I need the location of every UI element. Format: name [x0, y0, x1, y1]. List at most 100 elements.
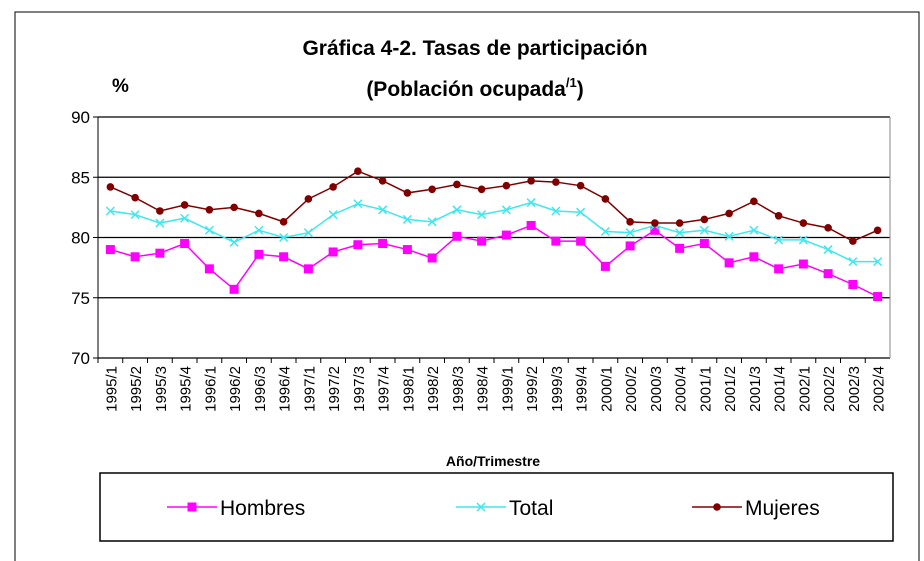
data-point — [749, 225, 759, 235]
data-point — [378, 205, 388, 215]
data-point — [626, 218, 634, 226]
y-tick-label: 80 — [71, 229, 90, 248]
x-tick-label: 1995/4 — [178, 366, 195, 412]
data-point — [527, 177, 535, 185]
x-tick-label: 1999/1 — [499, 366, 516, 412]
data-point — [452, 205, 462, 215]
y-tick-label: 75 — [71, 289, 90, 308]
data-point — [427, 217, 437, 227]
data-point — [600, 261, 610, 271]
legend-marker — [476, 502, 486, 512]
data-point — [402, 214, 412, 224]
data-point — [799, 219, 808, 227]
data-point — [328, 247, 338, 257]
data-point — [155, 248, 165, 258]
data-point — [526, 220, 536, 230]
x-tick-label: 2001/4 — [772, 366, 789, 412]
data-point — [798, 235, 808, 245]
x-tick-label: 1997/3 — [351, 366, 368, 412]
data-point — [625, 241, 635, 251]
data-point — [106, 183, 115, 191]
data-point — [651, 219, 659, 227]
x-tick-label: 1996/3 — [252, 366, 269, 412]
x-tick-label: 1998/2 — [425, 366, 442, 412]
data-point — [749, 252, 759, 262]
series-line — [110, 224, 878, 298]
x-tick-label: 1995/2 — [128, 366, 145, 412]
data-point — [204, 225, 214, 235]
data-point — [552, 178, 560, 186]
data-point — [180, 213, 190, 223]
x-tick-label: 1998/1 — [400, 366, 417, 412]
data-point — [823, 269, 833, 279]
data-point — [725, 209, 733, 218]
data-point — [849, 237, 857, 245]
data-point — [724, 258, 734, 268]
data-point — [699, 239, 709, 249]
data-point — [156, 207, 164, 215]
subtitle-end: ) — [577, 78, 584, 101]
data-point — [526, 198, 536, 208]
data-point — [303, 228, 313, 238]
data-point — [675, 243, 685, 253]
data-point — [130, 252, 140, 262]
subtitle-main: (Población ocupada — [366, 78, 566, 101]
data-point — [848, 279, 858, 289]
x-tick-label: 2002/4 — [871, 366, 888, 412]
data-point — [131, 193, 139, 202]
data-point — [576, 236, 586, 246]
data-point — [700, 215, 709, 224]
x-tick-label: 2002/2 — [821, 366, 838, 412]
series-line — [110, 170, 878, 242]
data-point — [255, 209, 263, 218]
x-tick-label: 1996/4 — [277, 366, 294, 412]
data-point — [501, 230, 511, 240]
data-point — [551, 236, 561, 246]
data-point — [180, 201, 189, 209]
x-tick-label: 2001/2 — [722, 366, 739, 412]
data-point — [501, 205, 511, 215]
chart-subtitle: (Población ocupada/1) — [366, 75, 583, 101]
data-point — [105, 206, 115, 216]
data-point — [105, 245, 115, 255]
data-point — [477, 210, 487, 220]
data-point — [798, 259, 808, 269]
x-tick-label: 1998/4 — [475, 366, 492, 412]
data-point — [699, 225, 709, 235]
data-point — [303, 264, 313, 274]
x-tick-label: 1996/1 — [202, 366, 219, 412]
data-point — [304, 195, 313, 203]
data-point — [675, 228, 685, 238]
data-point — [452, 231, 462, 241]
legend-label: Hombres — [220, 497, 305, 520]
y-tick-label: 70 — [71, 349, 90, 368]
x-tick-label: 1999/2 — [524, 366, 541, 412]
x-tick-label: 2001/3 — [747, 366, 764, 412]
x-tick-label: 1995/1 — [103, 366, 120, 412]
data-point — [650, 225, 660, 235]
x-tick-label: 2001/1 — [697, 366, 714, 412]
chart-title: Gráfica 4-2. Tasas de participación — [302, 37, 647, 60]
data-point — [873, 226, 882, 235]
data-point — [824, 224, 832, 232]
data-point — [873, 292, 883, 302]
legend-marker — [713, 503, 721, 511]
x-tick-label: 2002/3 — [846, 366, 863, 412]
data-point — [873, 257, 883, 267]
data-point — [279, 232, 289, 243]
data-point — [205, 205, 214, 214]
data-point — [675, 219, 684, 227]
data-point — [600, 226, 610, 237]
data-point — [130, 210, 140, 220]
subtitle-superscript: /1 — [566, 75, 577, 90]
x-tick-label: 2000/3 — [648, 366, 665, 412]
data-point — [477, 236, 487, 246]
data-point — [229, 237, 239, 247]
x-axis-label: Año/Trimestre — [446, 453, 540, 469]
x-tick-label: 1998/3 — [450, 366, 467, 412]
data-point — [774, 212, 783, 220]
data-point — [378, 177, 387, 185]
x-tick-label: 1997/4 — [376, 366, 393, 412]
data-point — [378, 239, 388, 249]
